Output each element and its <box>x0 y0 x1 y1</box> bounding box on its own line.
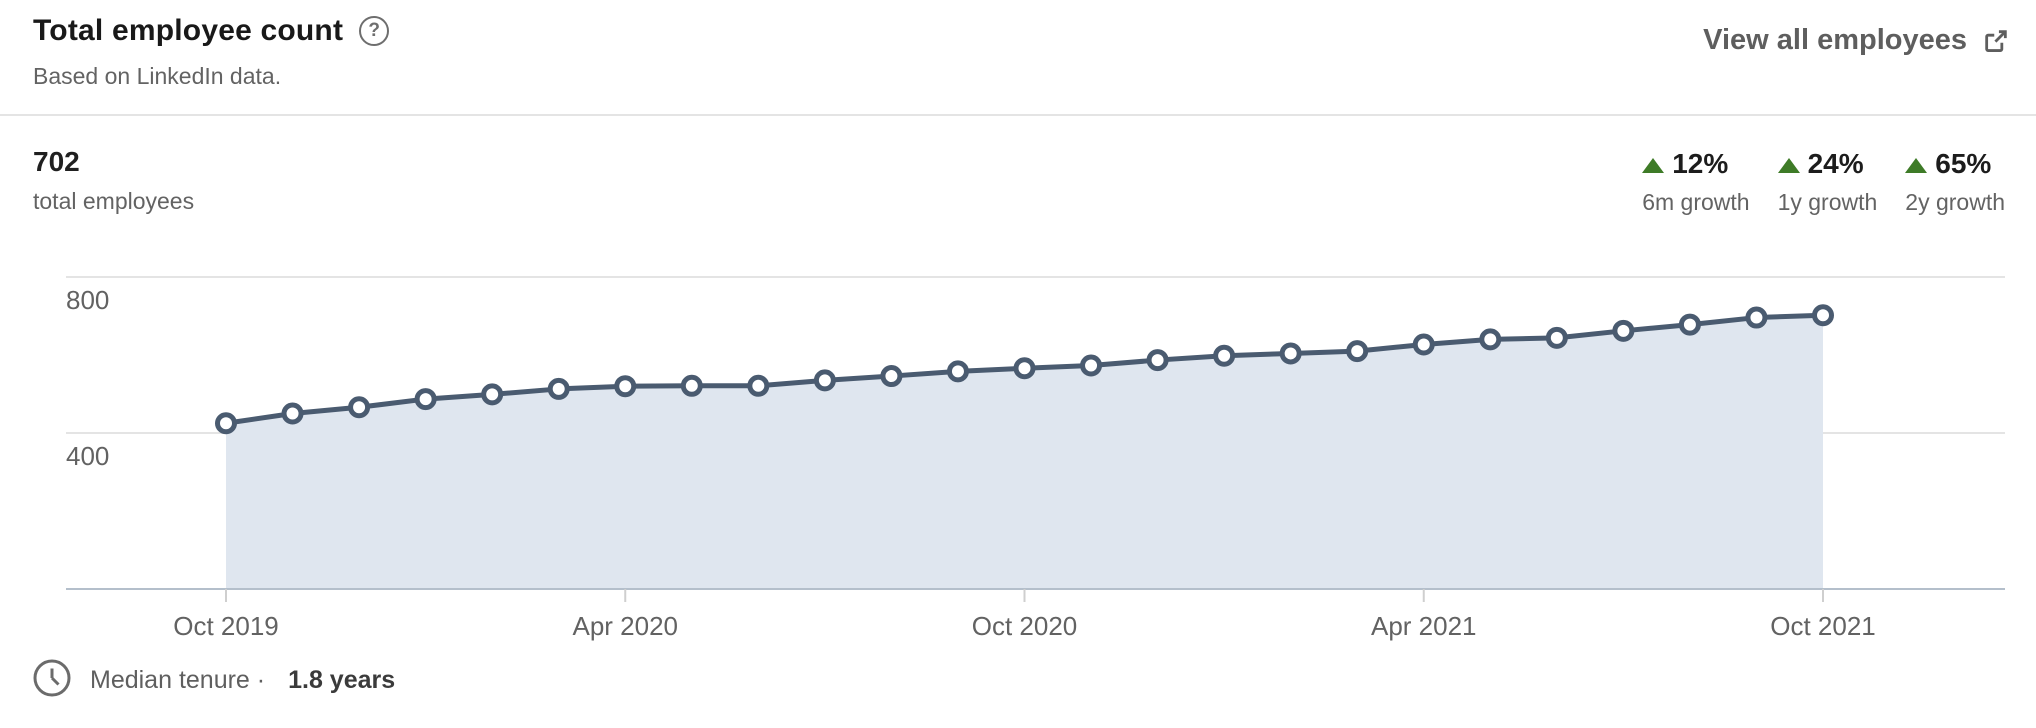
data-point-marker[interactable] <box>481 383 504 406</box>
data-point-marker[interactable] <box>1013 357 1036 380</box>
data-point-marker[interactable] <box>1545 326 1568 349</box>
area-fill <box>226 315 1823 589</box>
data-point-marker[interactable] <box>1479 328 1502 351</box>
data-point-marker[interactable] <box>1346 340 1369 363</box>
x-axis-tick-label: Oct 2019 <box>173 611 279 641</box>
growth-label: 2y growth <box>1905 189 2005 215</box>
page-title: Total employee count <box>33 14 344 47</box>
view-all-label: View all employees <box>1703 24 1967 56</box>
growth-up-icon <box>1777 157 1800 173</box>
growth-up-icon <box>1905 157 1928 173</box>
growth-pct: 12% <box>1672 148 1729 179</box>
x-axis-tick-label: Apr 2021 <box>1371 611 1477 641</box>
x-axis-tick-label: Oct 2021 <box>1770 611 1876 641</box>
data-point-marker[interactable] <box>1279 342 1302 365</box>
data-point-marker[interactable] <box>813 369 836 392</box>
growth-stat-6m: 12% 6m growth <box>1642 148 1750 216</box>
data-point-marker[interactable] <box>215 412 237 435</box>
data-point-marker[interactable] <box>1080 354 1103 377</box>
total-employees-label: total employees <box>33 188 195 214</box>
data-point-marker[interactable] <box>1745 306 1768 329</box>
median-tenure-value: 1.8 years <box>288 666 396 694</box>
help-icon[interactable]: ? <box>359 16 390 46</box>
data-point-marker[interactable] <box>281 402 304 425</box>
growth-pct: 24% <box>1807 148 1864 179</box>
data-point-marker[interactable] <box>1678 313 1701 336</box>
card-subtitle: Based on LinkedIn data. <box>33 63 282 89</box>
y-axis-tick-label: 400 <box>66 441 109 471</box>
growth-pct: 65% <box>1935 148 1992 179</box>
data-point-marker[interactable] <box>348 396 371 419</box>
x-axis-tick-label: Oct 2020 <box>972 611 1078 641</box>
growth-stats: 12% 6m growth 24% 1y growth 65% 2y growt… <box>1642 148 2005 216</box>
data-point-marker[interactable] <box>1812 304 1834 327</box>
data-point-marker[interactable] <box>547 377 570 400</box>
card-header: Total employee count ? <box>33 14 390 48</box>
data-point-marker[interactable] <box>1146 349 1169 372</box>
data-point-marker[interactable] <box>747 374 770 397</box>
growth-label: 1y growth <box>1777 189 1878 215</box>
median-tenure-row: Median tenure · 1.8 years <box>31 657 395 704</box>
growth-stat-2y: 65% 2y growth <box>1905 148 2005 216</box>
data-point-marker[interactable] <box>880 365 903 388</box>
data-point-marker[interactable] <box>1213 344 1236 367</box>
y-axis-tick-label: 800 <box>66 285 109 315</box>
clock-icon <box>31 657 73 704</box>
total-employees-value: 702 <box>33 146 80 177</box>
growth-stat-1y: 24% 1y growth <box>1777 148 1878 216</box>
data-point-marker[interactable] <box>414 388 437 411</box>
data-point-marker[interactable] <box>1412 333 1435 356</box>
median-tenure-label: Median tenure · <box>90 666 266 694</box>
data-point-marker[interactable] <box>680 374 703 397</box>
header-divider <box>0 114 2036 116</box>
data-point-marker[interactable] <box>1612 319 1635 342</box>
employee-count-chart: 800 400 Oct 2019 Apr 2020 Oct 2020 Apr 2021 Oc… <box>0 215 2036 660</box>
growth-up-icon <box>1642 157 1665 173</box>
data-point-marker[interactable] <box>946 360 969 383</box>
growth-label: 6m growth <box>1642 189 1750 215</box>
data-point-marker[interactable] <box>614 375 637 398</box>
area-chart-svg: 800 400 Oct 2019 Apr 2020 Oct 2020 Apr 2021 Oc… <box>66 276 2005 641</box>
view-all-employees-link[interactable]: View all employees <box>1703 24 2010 57</box>
x-axis-tick-label: Apr 2020 <box>572 611 678 641</box>
external-link-icon <box>1982 27 2010 55</box>
